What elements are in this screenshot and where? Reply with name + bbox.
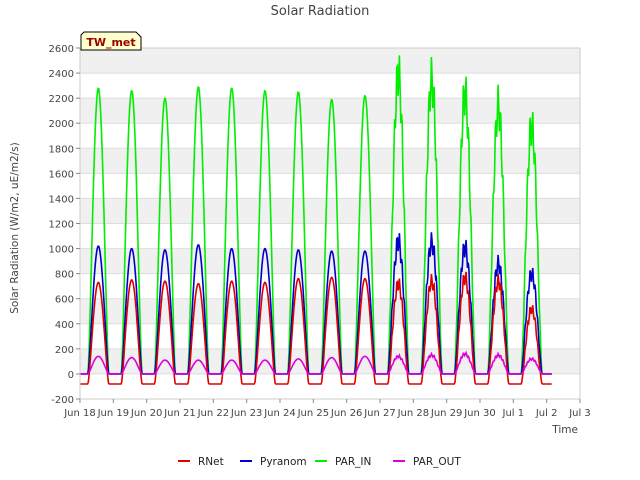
plot-band <box>80 223 580 249</box>
x-tick-label: Jun 29 <box>430 408 463 419</box>
y-tick-label: 2400 <box>49 69 74 80</box>
plot-band <box>80 173 580 199</box>
plot-band <box>80 373 580 399</box>
x-tick-label: Jun 26 <box>330 408 363 419</box>
x-tick-label: Jul 1 <box>502 408 525 419</box>
legend-label: Pyranom <box>260 456 307 468</box>
x-tick-label: Jun 25 <box>297 408 330 419</box>
series-line-rnet <box>80 271 552 385</box>
x-tick-label: Jun 18 <box>63 408 96 419</box>
chart-title: Solar Radiation <box>271 4 370 19</box>
y-tick-label: 2000 <box>49 119 74 130</box>
y-tick-label: 600 <box>55 295 74 306</box>
y-axis-label: Solar Radiation (W/m2, uE/m2/s) <box>9 142 21 314</box>
plot-band <box>80 73 580 99</box>
legend: RNet Pyranom PAR_IN PAR_OUT <box>178 456 461 468</box>
y-tick-label: 200 <box>55 345 74 356</box>
y-tick-label: 1000 <box>49 245 74 256</box>
series-lines <box>80 55 552 385</box>
y-tick-label: 1400 <box>49 194 74 205</box>
x-tick-label: Jun 20 <box>130 408 163 419</box>
y-tick-label: 800 <box>55 270 74 281</box>
x-tick-label: Jun 19 <box>97 408 130 419</box>
y-tick-label: 1600 <box>49 169 74 180</box>
x-tick-label: Jun 28 <box>397 408 430 419</box>
x-axis: Jun 18 Jun 19 Jun 20 Jun 21 Jun 22 Jun 23 Jun … <box>63 399 591 419</box>
series-line-par-out <box>80 350 552 375</box>
y-tick-label: 2200 <box>49 94 74 105</box>
x-tick-label: Jun 22 <box>197 408 230 419</box>
x-tick-label: Jun 23 <box>230 408 263 419</box>
x-tick-label: Jun 24 <box>263 408 296 419</box>
legend-label: RNet <box>198 456 224 468</box>
plot-band <box>80 298 580 324</box>
y-axis: -200 0 200 400 600 800 1000 1200 1400 1600 1800 200… <box>49 44 80 406</box>
y-tick-label: 1200 <box>49 220 74 231</box>
legend-label: PAR_IN <box>335 456 371 468</box>
site-label: TW_met <box>86 36 135 49</box>
y-tick-label: 2600 <box>49 44 74 55</box>
plot-band <box>80 323 580 349</box>
plot-band <box>80 48 580 74</box>
x-tick-label: Jun 21 <box>163 408 196 419</box>
x-tick-label: Jul 2 <box>535 408 558 419</box>
plot-band <box>80 123 580 149</box>
x-tick-label: Jun 27 <box>363 408 396 419</box>
y-tick-label: 1800 <box>49 144 74 155</box>
y-tick-label: -200 <box>51 395 74 406</box>
x-tick-label: Jun 30 <box>463 408 496 419</box>
x-tick-label: Jul 3 <box>568 408 591 419</box>
x-axis-label: Time <box>551 424 578 436</box>
y-tick-label: 0 <box>68 370 74 381</box>
plot-band <box>80 148 580 174</box>
legend-label: PAR_OUT <box>413 456 461 468</box>
site-label-box: TW_met <box>80 31 142 51</box>
plot-band <box>80 198 580 224</box>
y-tick-label: 400 <box>55 320 74 331</box>
